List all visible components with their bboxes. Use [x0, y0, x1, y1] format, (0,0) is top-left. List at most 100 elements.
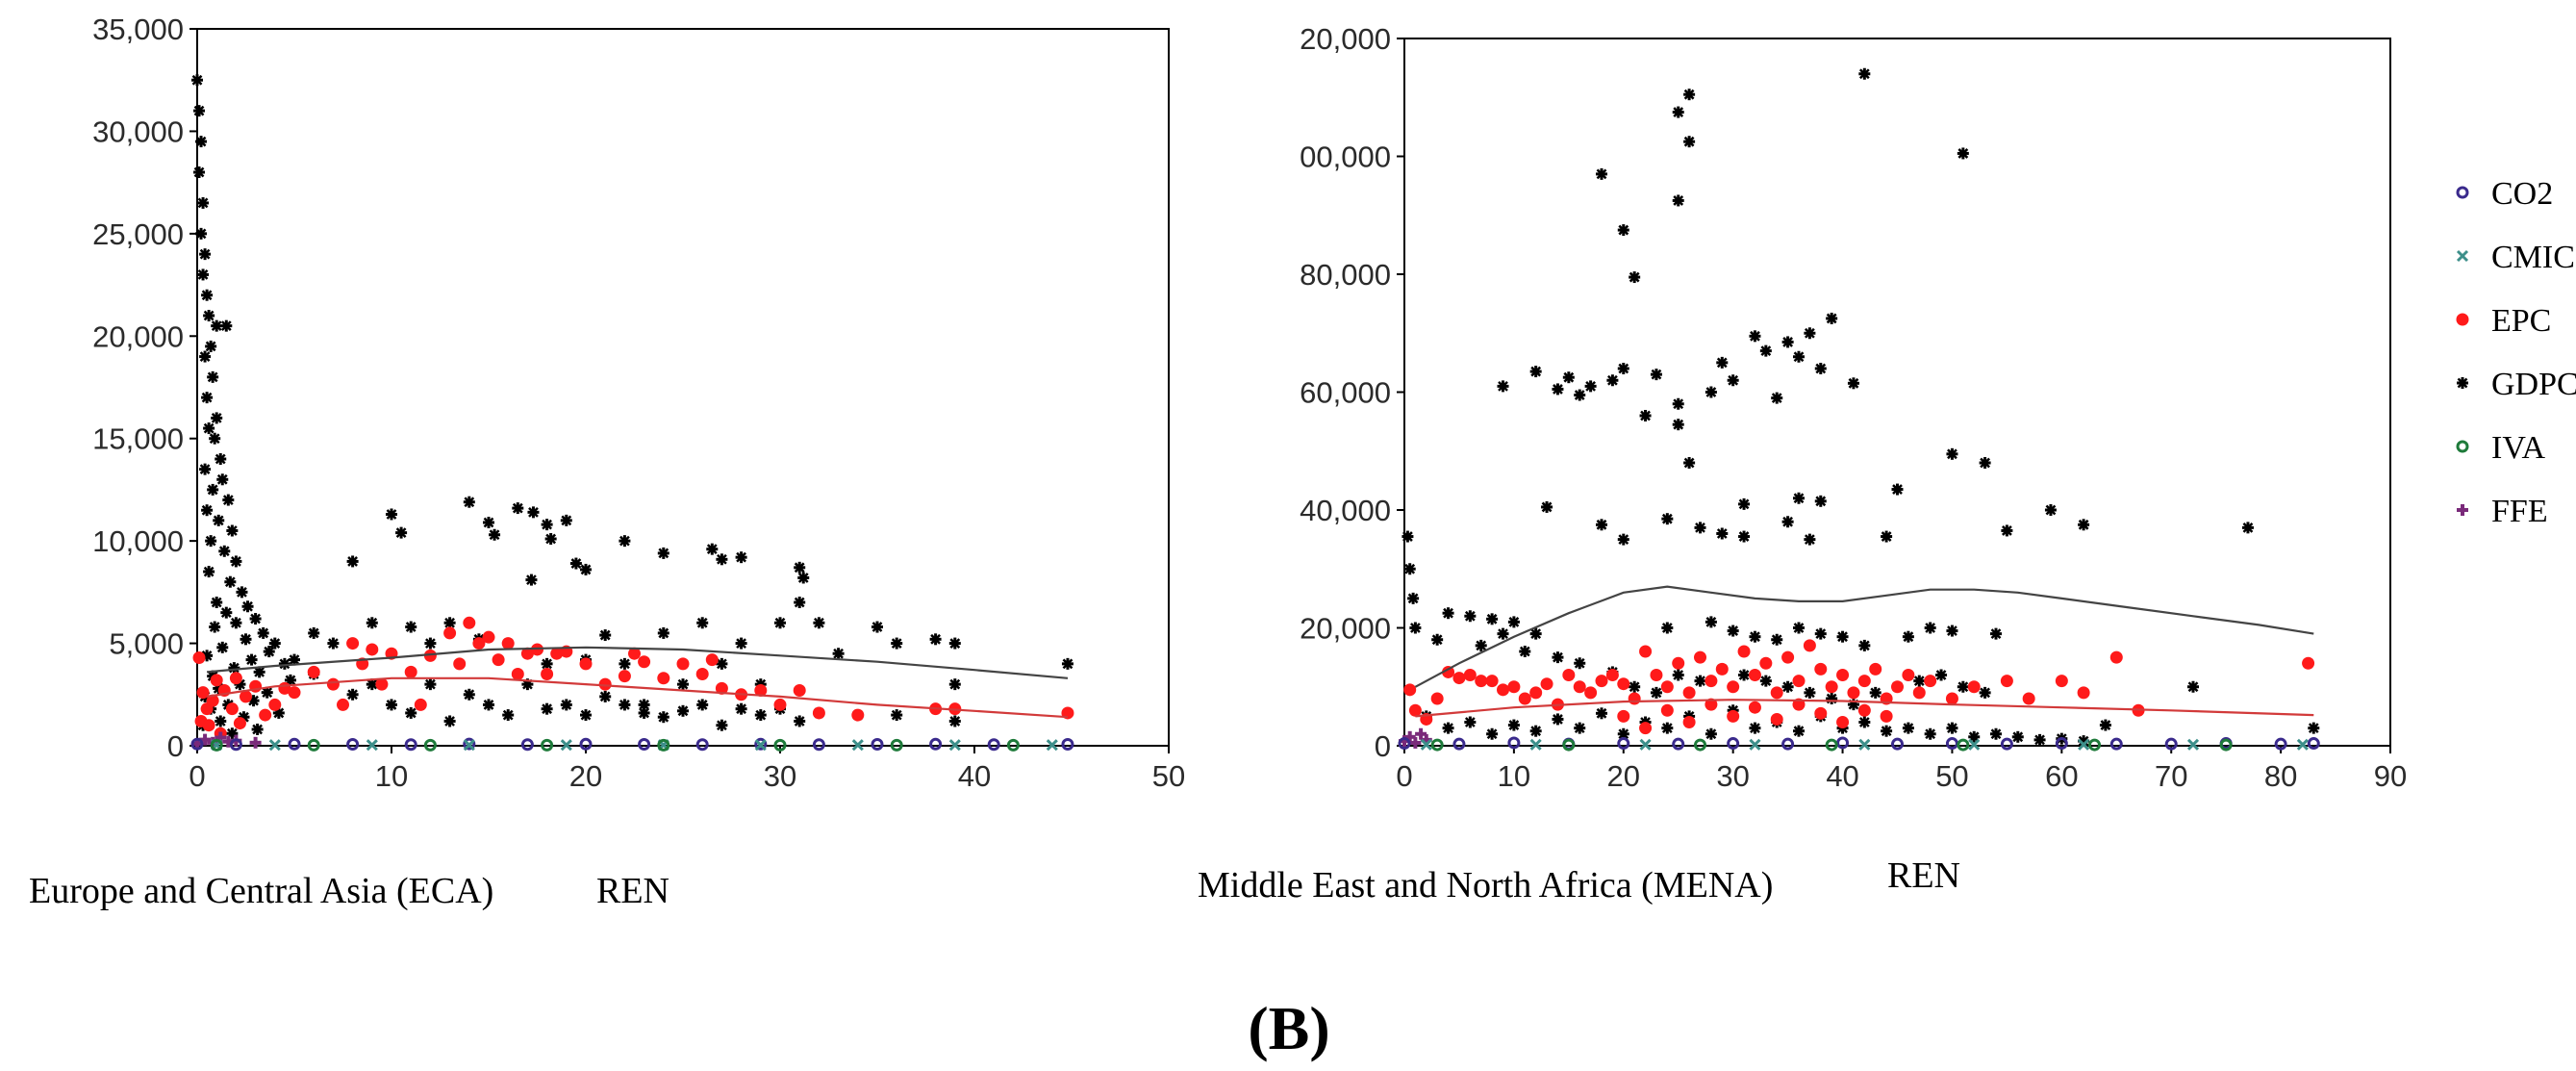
- gdpc-point: [580, 709, 592, 722]
- gdpc-point-d2: [1530, 366, 1542, 377]
- epc-point: [851, 708, 865, 722]
- gdpc-point-d2: [269, 638, 281, 649]
- epc-point: [1748, 669, 1761, 681]
- epc-point: [2022, 692, 2035, 705]
- cmic-point-b: [1420, 738, 1432, 751]
- gdpc-point-d2: [1683, 136, 1695, 147]
- gdpc-point-d2: [205, 535, 216, 547]
- gdpc-point: [1858, 716, 1871, 728]
- iva-point: [657, 738, 670, 752]
- gdpc-point: [1574, 657, 1586, 670]
- gdpc-point-d2: [1407, 593, 1419, 604]
- epc-point: [346, 637, 360, 650]
- fit-epc-line: [206, 676, 1069, 719]
- co2-point: [346, 738, 360, 752]
- gdpc-point-d2: [658, 627, 669, 639]
- gdpc-point: [211, 412, 223, 424]
- gdpc-point: [2011, 730, 2024, 743]
- gdpc-point-d2: [242, 600, 253, 612]
- epc-point: [1672, 656, 1685, 670]
- epc-point: [414, 698, 427, 711]
- gdpc-point: [240, 633, 252, 646]
- gdpc-point: [1738, 530, 1751, 543]
- gdpc-point-d2: [444, 617, 455, 628]
- gdpc-point-d2: [545, 533, 557, 545]
- gdpc-point: [569, 557, 582, 570]
- y-tick-label: 5,000: [109, 627, 184, 661]
- gdpc-point: [201, 504, 214, 517]
- gdpc-point-d2: [696, 617, 708, 628]
- cmic-point: [1046, 739, 1058, 752]
- gdpc-point: [1793, 622, 1805, 634]
- gdpc-point-d2: [542, 519, 552, 530]
- asterisk-icon-d2: [2457, 377, 2468, 389]
- gdpc-point: [1497, 380, 1509, 393]
- gdpc-point: [215, 453, 227, 465]
- gdpc-point: [1552, 383, 1564, 395]
- gdpc-point-d2: [1760, 345, 1772, 357]
- epc-point: [1727, 709, 1740, 723]
- gdpc-point-d2: [191, 74, 203, 86]
- gdpc-point: [2099, 719, 2111, 731]
- cmic-point: [1858, 738, 1871, 751]
- cmic-point: [366, 739, 378, 752]
- epc-point: [423, 649, 437, 662]
- gdpc-point-d2: [1716, 357, 1728, 369]
- epc-point: [1869, 662, 1882, 676]
- panel-label-mena: Middle East and North Africa (MENA): [1198, 865, 1773, 905]
- epc-point: [628, 647, 641, 660]
- epc-point: [1518, 692, 1531, 705]
- gdpc-point-d2: [619, 535, 630, 547]
- gdpc-point-d2: [696, 700, 708, 710]
- gdpc-point: [1442, 722, 1454, 734]
- cmic-point: [1529, 738, 1542, 751]
- gdpc-point: [443, 617, 456, 629]
- epc-point: [1497, 683, 1509, 697]
- gdpc-point: [735, 702, 747, 715]
- gdpc-point-d2: [1618, 534, 1629, 546]
- gdpc-point: [1781, 680, 1794, 693]
- gdpc-point-d2: [1858, 717, 1870, 727]
- gdpc-point-d2: [561, 515, 572, 526]
- gdpc-point-d2: [1947, 448, 1957, 460]
- cmic-point: [1749, 738, 1761, 751]
- gdpc-point-d2: [755, 709, 767, 721]
- epc-point: [1781, 650, 1795, 664]
- gdpc-point-d2: [1673, 195, 1684, 206]
- gdpc-point-d2: [1771, 634, 1782, 646]
- gdpc-point: [195, 136, 208, 148]
- gdpc-point-d2: [1673, 670, 1684, 680]
- gdpc-point-d2: [1661, 723, 1673, 734]
- gdpc-point: [1781, 516, 1794, 528]
- gdpc-point: [735, 551, 747, 564]
- epc-point: [1485, 675, 1499, 688]
- gdpc-point-d2: [1826, 313, 1837, 324]
- gdpc-point: [1979, 686, 1991, 699]
- epc-point: [1836, 669, 1850, 681]
- cmic-point-b: [1046, 739, 1058, 752]
- legend-label: FFE: [2491, 494, 2548, 529]
- gdpc-point: [215, 715, 227, 727]
- x-tick-label: 70: [2155, 759, 2187, 793]
- y-tick-label: 20,000: [92, 319, 184, 353]
- gdpc-point: [544, 533, 557, 546]
- gdpc-point: [1683, 136, 1696, 148]
- epc-point: [492, 653, 505, 667]
- gdpc-point-d2: [211, 413, 222, 423]
- gdpc-point-d2: [197, 197, 209, 209]
- gdpc-point-d2: [1805, 327, 1815, 339]
- y-tick-label: 20,000: [1300, 612, 1391, 646]
- gdpc-point-d2: [386, 509, 397, 520]
- gdpc-point: [599, 629, 612, 642]
- cmic-point: [463, 739, 475, 752]
- gdpc-point-d2: [1486, 728, 1498, 740]
- gdpc-point-d2: [1793, 351, 1805, 363]
- gdpc-point-d2: [215, 453, 226, 465]
- epc-point: [1945, 692, 1958, 705]
- gdpc-point: [1847, 377, 1859, 390]
- cmic-point: [1968, 738, 1981, 751]
- gdpc-point: [1902, 722, 1914, 734]
- gdpc-point: [1814, 627, 1827, 640]
- gdpc-point: [216, 473, 229, 486]
- epc-point: [192, 650, 206, 664]
